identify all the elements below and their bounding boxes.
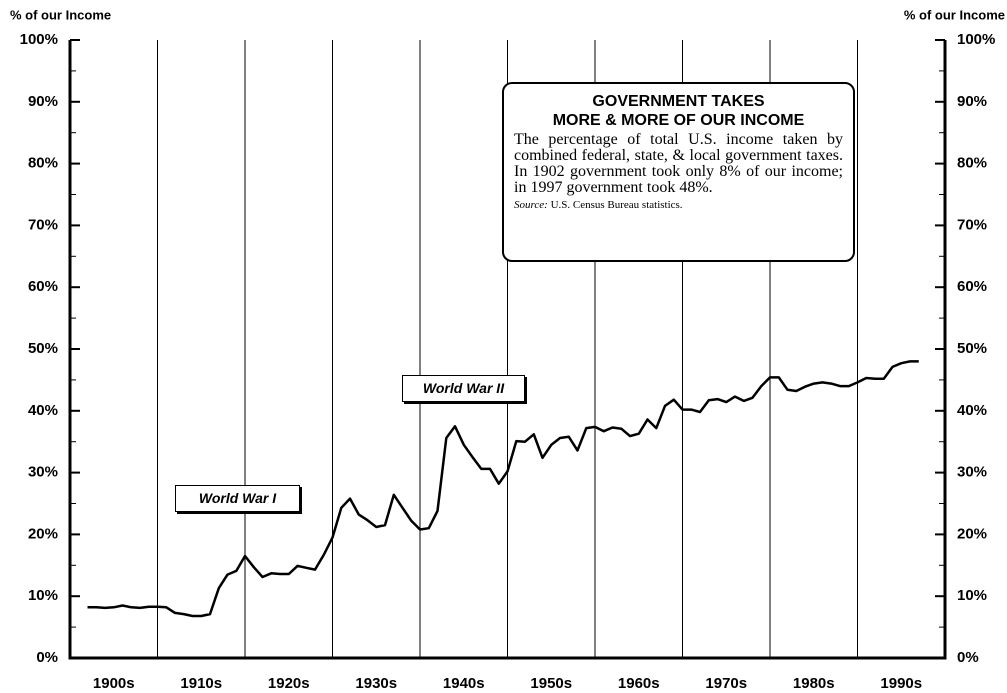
info-box: GOVERNMENT TAKES MORE & MORE OF OUR INCO… xyxy=(502,82,855,262)
y-tick-label: 80% xyxy=(957,155,987,172)
y-tick-label: 50% xyxy=(957,340,987,357)
source-label: Source: xyxy=(514,199,548,211)
y-tick-label: 40% xyxy=(28,402,58,419)
y-tick-label: 100% xyxy=(957,31,995,48)
y-tick-label: 90% xyxy=(28,93,58,110)
y-tick-label: 10% xyxy=(28,587,58,604)
info-body: The percentage of total U.S. income take… xyxy=(514,131,843,196)
y-tick-label: 100% xyxy=(20,31,58,48)
y-tick-label: 30% xyxy=(28,464,58,481)
info-title: MORE & MORE OF OUR INCOME xyxy=(552,112,805,129)
y-tick-label: 50% xyxy=(28,340,58,357)
x-tick-label: 1900s xyxy=(93,675,135,692)
data-line xyxy=(87,360,919,618)
annotation: World War I xyxy=(175,485,300,512)
y-tick-label: 70% xyxy=(28,216,58,233)
x-tick-label: 1910s xyxy=(180,675,222,692)
y-tick-label: 70% xyxy=(957,216,987,233)
x-tick-label: 1990s xyxy=(880,675,922,692)
y-tick-label: 20% xyxy=(957,525,987,542)
x-tick-label: 1960s xyxy=(618,675,660,692)
y-tick-label: 80% xyxy=(28,155,58,172)
source-text: U.S. Census Bureau statistics. xyxy=(547,199,683,211)
y-tick-label: 20% xyxy=(28,525,58,542)
y-tick-label: 60% xyxy=(957,278,987,295)
y-tick-label: 60% xyxy=(28,278,58,295)
axis-frame xyxy=(68,40,947,660)
info-source: Source: U.S. Census Bureau statistics. xyxy=(514,199,843,211)
y-tick-label: 30% xyxy=(957,464,987,481)
x-tick-label: 1930s xyxy=(355,675,397,692)
y-axis-label-right: % of our Income xyxy=(904,7,1005,22)
y-tick-label: 90% xyxy=(957,93,987,110)
x-tick-label: 1940s xyxy=(443,675,485,692)
x-tick-label: 1950s xyxy=(530,675,572,692)
x-tick-label: 1920s xyxy=(268,675,310,692)
info-title: GOVERNMENT TAKES xyxy=(592,93,765,110)
y-tick-label: 0% xyxy=(36,649,58,666)
y-tick-label: 0% xyxy=(957,649,979,666)
x-tick-label: 1980s xyxy=(793,675,835,692)
y-tick-label: 10% xyxy=(957,587,987,604)
y-tick-label: 40% xyxy=(957,402,987,419)
y-axis-label-left: % of our Income xyxy=(10,7,111,22)
x-tick-label: 1970s xyxy=(705,675,747,692)
annotation: World War II xyxy=(402,375,525,402)
